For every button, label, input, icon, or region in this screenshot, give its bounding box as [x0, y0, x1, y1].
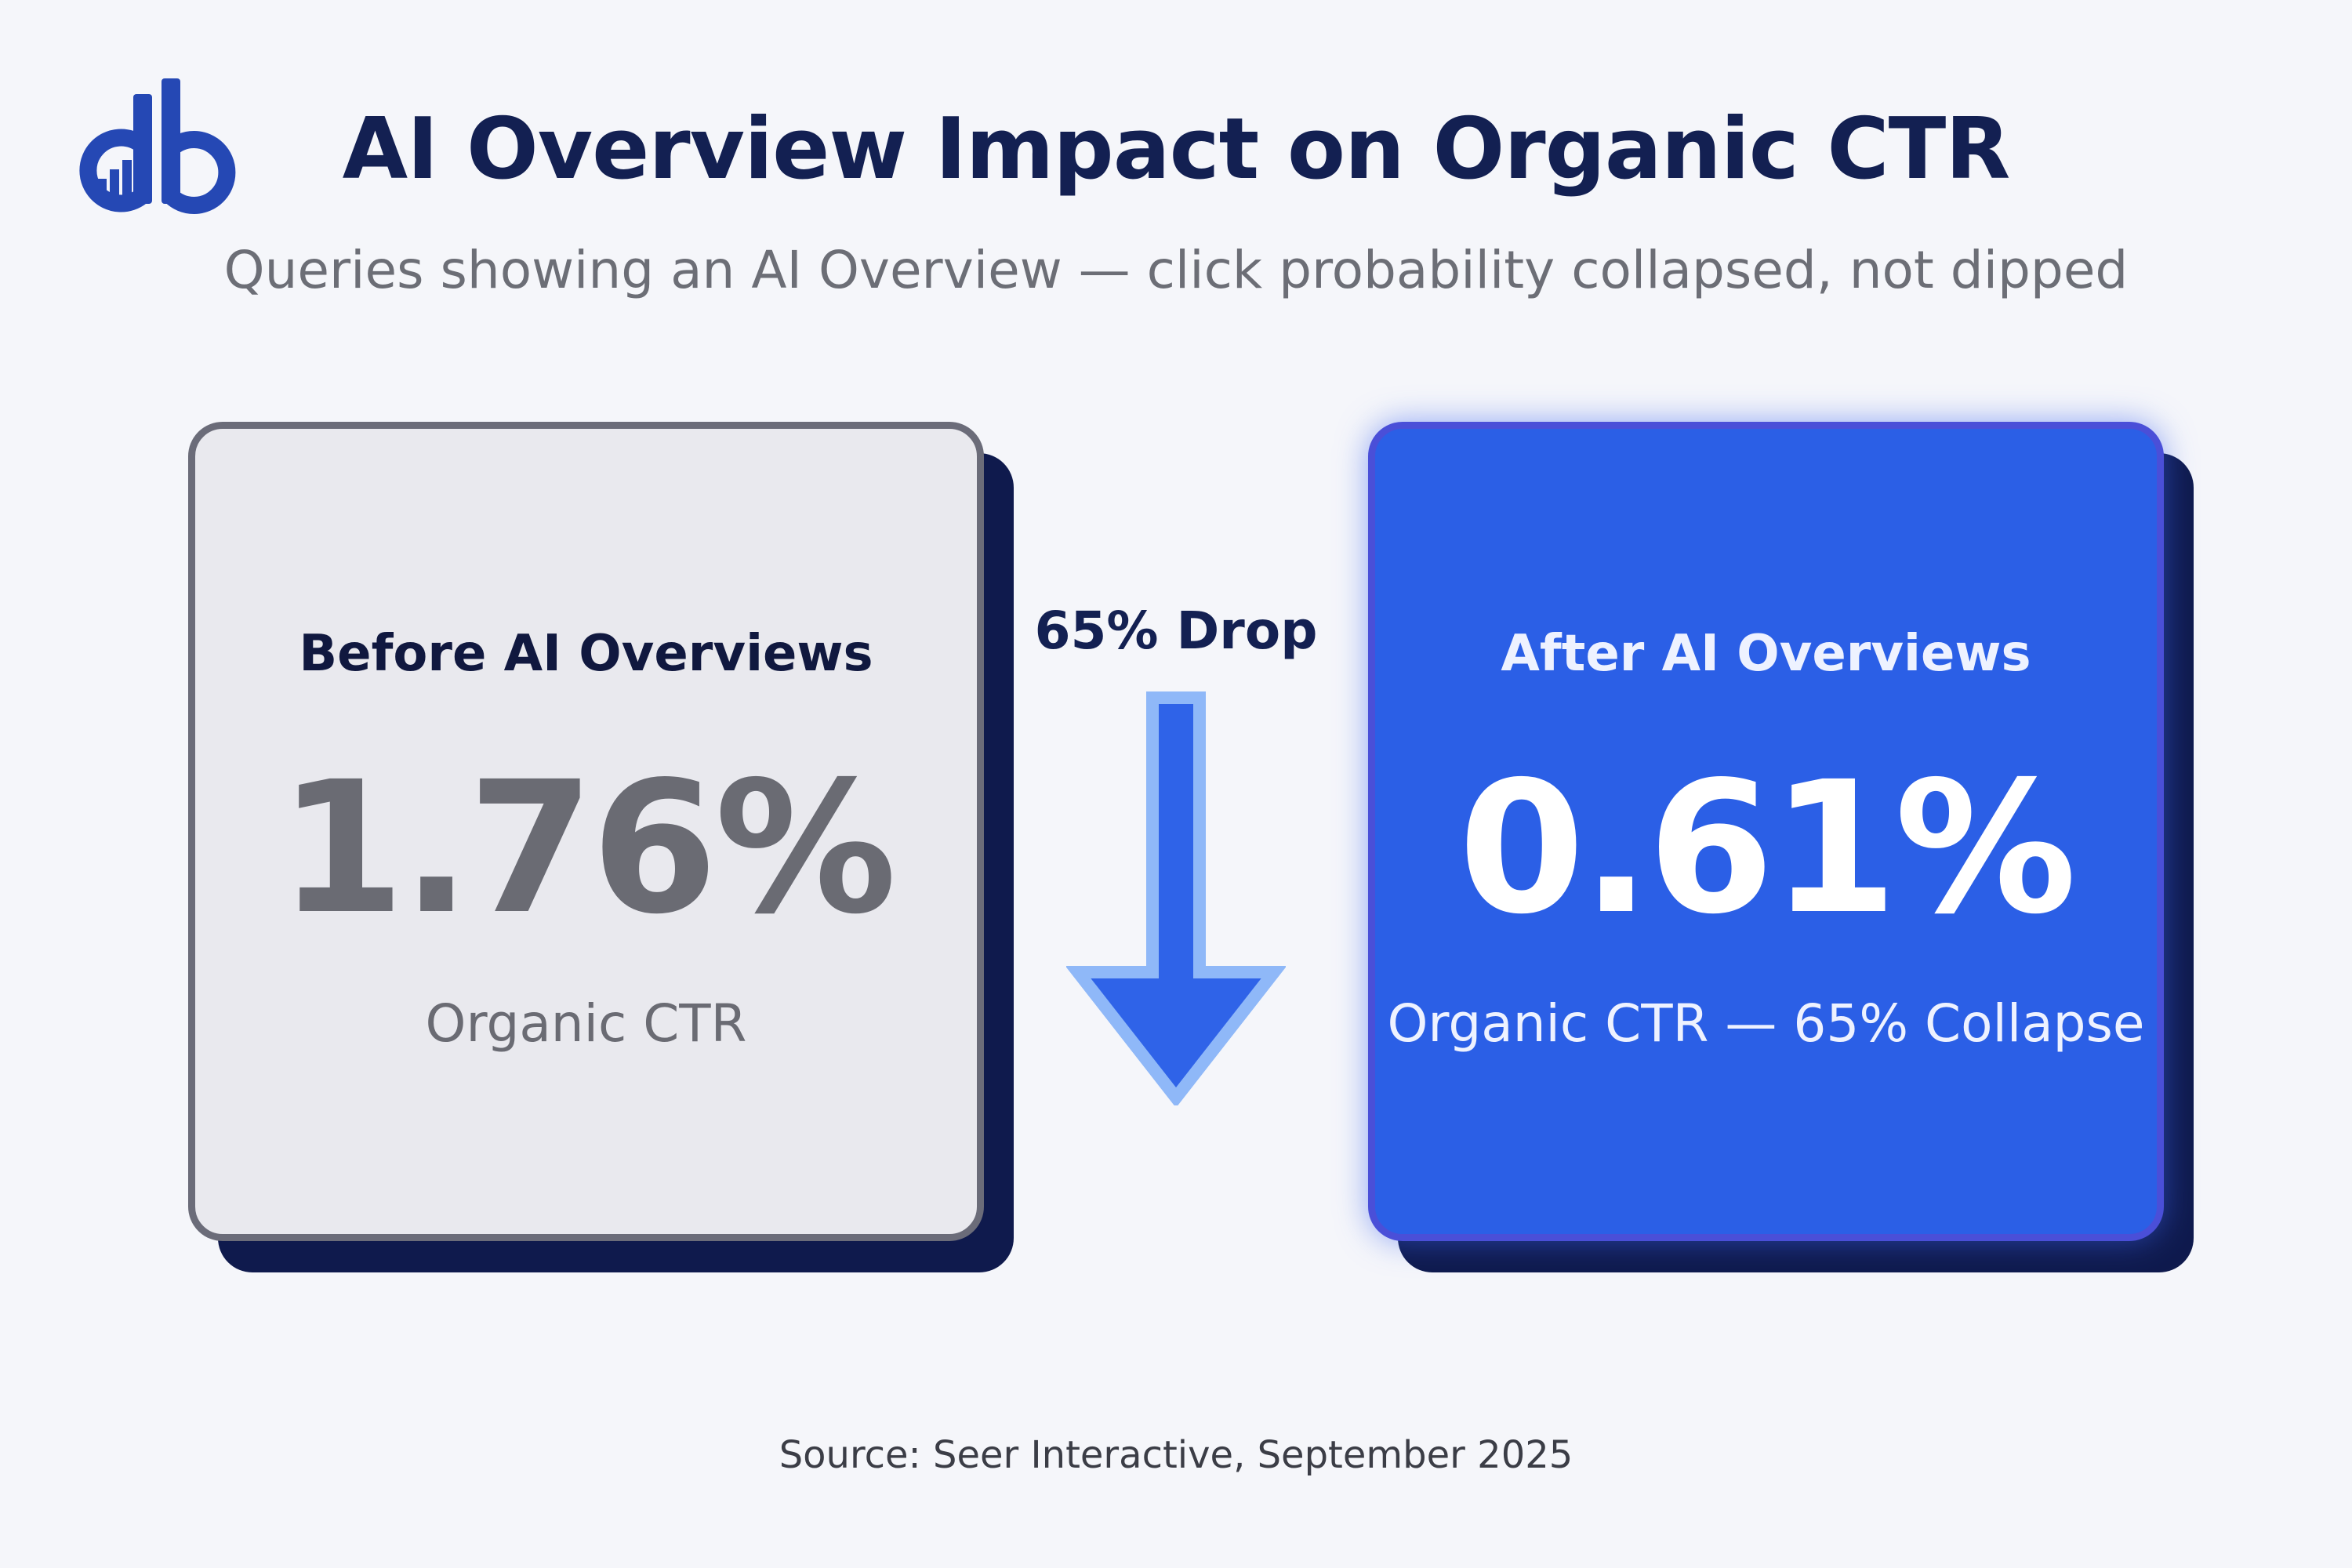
before-card: Before AI Overviews 1.76% Organic CTR [188, 422, 984, 1241]
before-card-sublabel: Organic CTR [425, 993, 747, 1054]
drop-label: 65% Drop [1034, 601, 1318, 661]
chart-subtitle: Queries showing an AI Overview — click p… [223, 240, 2129, 300]
after-card-sublabel: Organic CTR — 65% Collapse [1387, 993, 2145, 1054]
after-card: After AI Overviews 0.61% Organic CTR — 6… [1368, 422, 2164, 1241]
chart-title: AI Overview Impact on Organic CTR [342, 100, 2011, 198]
down-arrow-icon [1066, 691, 1286, 1105]
source-note: Source: Seer Interactive, September 2025 [779, 1433, 1573, 1477]
before-card-label: Before AI Overviews [299, 625, 873, 683]
before-ctr-value: 1.76% [278, 742, 897, 954]
db-logo-icon [79, 78, 236, 214]
after-card-label: After AI Overviews [1501, 625, 2031, 683]
after-ctr-value: 0.61% [1458, 742, 2077, 954]
